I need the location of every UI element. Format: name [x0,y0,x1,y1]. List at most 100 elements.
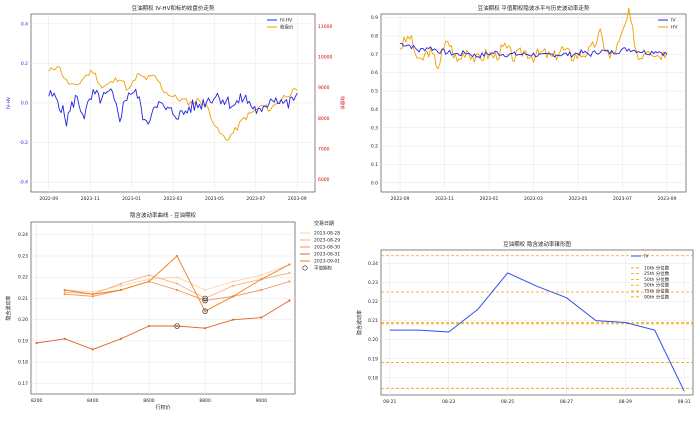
data-point [260,278,263,281]
data-point [260,288,263,292]
legend-label-percentile: 10th 分位数 [644,264,670,271]
x-tick-label: 2023-11 [81,196,100,202]
data-point [175,282,179,285]
legend-swatch-atm [302,265,308,271]
legend-label-percentile: 75th 分位数 [644,288,670,295]
y-tick-label: 0.21 [368,318,378,324]
atm-marker [174,323,180,329]
legend-label-ivhv: IV-HV [280,18,293,24]
data-point [63,293,66,296]
data-point [175,288,179,292]
data-point [91,293,94,296]
chart-ivhv-close: 豆油期权 IV-HV和标的收盘价走势 2022-09 2023-11 2023-01 2… [6,4,346,202]
data-point [288,271,291,275]
y-tick-label: 0.18 [368,375,378,381]
ivhv-line [48,88,298,127]
data-point [63,337,66,340]
chart-title: 隐含波动率曲线 - 豆油期权 [130,211,196,219]
x-tick-label: 2023-05 [205,196,224,202]
legend-label: 2023-08-31 [314,252,340,258]
legend-label: 2023-08-30 [314,245,340,251]
x-tick-label: 2023-03 [524,196,543,202]
y-tick-label: 0.9 [371,15,378,21]
y-tick-label: 0.4 [21,21,28,27]
data-point [147,278,151,281]
x-tick-label: 08-21 [383,399,396,405]
legend-label-close: 收盘价 [280,24,294,31]
y-tick-label: 0.23 [18,253,28,259]
data-point [175,254,179,258]
legend-label: 2023-09-01 [314,259,340,265]
data-point [119,284,122,287]
data-point [63,288,66,292]
data-point [288,280,291,283]
y-tick-label: 0.24 [368,261,378,267]
y-tick-label: 0.19 [18,338,28,344]
legend-label: 2023-08-29 [314,238,340,244]
x-tick-label: 2023-07 [246,196,265,202]
y-tick-label: 0.5 [371,89,378,95]
y-tick-label: 0.0 [371,180,378,186]
y2-tick-label: 11000 [318,24,332,30]
x-tick-label: 08-27 [560,399,573,405]
y2-tick-label: 10000 [318,54,332,60]
data-point [232,318,235,321]
data-point [91,290,94,294]
x-tick-label: 2023-09 [288,196,307,202]
x-tick-label: 08-25 [501,399,514,405]
y2-tick-label: 6000 [318,177,330,183]
data-point [288,299,291,302]
x-tick-label: 9000 [256,398,268,404]
x-tick-label: 2023-05 [569,196,588,202]
x-tick-label: 8600 [143,398,155,404]
data-point [119,337,122,340]
y-tick-label: 0.0 [21,101,28,107]
x-tick-label: 08-23 [442,399,455,405]
x-tick-label: 2022-09 [391,196,410,202]
legend-label-iv: IV [644,254,649,260]
y-tick-label: 0.7 [371,52,378,58]
legend-label-atm: 平值期权 [314,265,332,272]
data-point [63,290,66,294]
legend-label-percentile: 50th 分位数 [644,276,670,283]
y-tick-label: 0.20 [18,317,28,323]
cone-iv-line [389,272,685,392]
y-tick-label: 0.17 [18,381,28,387]
legend-label-iv: IV [671,18,676,24]
y-tick-label: 0.20 [368,337,378,343]
chart-iv-cone: 豆油期权 隐含波动率锥形图 08-21 08-23 08-25 08-27 08-29 08… [356,240,694,405]
data-point [288,263,291,266]
y2-axis-label: 收盘价 [339,96,346,110]
x-tick-label: 08-29 [619,399,632,405]
data-point [232,284,235,287]
data-point [147,280,151,283]
y-tick-label: 0.2 [21,61,28,67]
smile-line-2023-08-31 [36,300,290,350]
y-tick-label: 0.21 [18,296,28,302]
y2-tick-label: 7000 [318,147,330,153]
x-axis-label: 行权价 [155,404,170,411]
data-point [232,280,235,283]
y-tick-label: -0.2 [19,140,28,146]
y-tick-label: 0.2 [371,144,378,150]
y-tick-label: 0.6 [371,70,378,76]
y-tick-label: 0.18 [18,360,28,366]
data-point [175,324,179,328]
y-tick-label: 0.1 [371,162,378,168]
y-tick-label: 0.23 [368,280,378,286]
x-tick-label: 2022-09 [39,196,58,202]
y-axis-label: 隐含波动率 [5,295,12,320]
y2-tick-label: 9000 [318,85,330,91]
data-point [204,327,207,330]
x-tick-label: 2023-07 [613,196,632,202]
y-tick-label: 0.22 [368,299,378,305]
atm-marker [202,295,208,302]
y-tick-label: 0.19 [368,356,378,362]
y-tick-label: -0.4 [19,180,28,186]
legend-label: 2023-08-28 [314,231,340,237]
data-point [204,310,207,313]
x-tick-label: 2023-01 [122,196,141,202]
legend-label-percentile: 25th 分位数 [644,270,670,277]
chart-title: 豆油期权 平值期权隐波水平与历史波动率走势 [478,4,590,12]
y-tick-label: 0.24 [18,232,28,238]
